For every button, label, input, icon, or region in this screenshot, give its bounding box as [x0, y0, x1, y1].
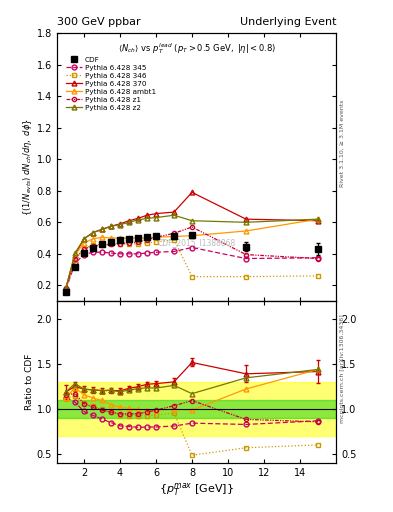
Bar [57, 382, 336, 436]
Y-axis label: $\{(1/N_{evts})\ dN_{ch}/d\eta,\ d\phi\}$: $\{(1/N_{evts})\ dN_{ch}/d\eta,\ d\phi\}… [21, 118, 34, 216]
Text: CDF_2015_I1388868: CDF_2015_I1388868 [157, 238, 236, 247]
Text: $\langle N_{ch}\rangle\ \mathrm{vs}\ p_T^{lead}\ (p_T > 0.5\ \mathrm{GeV},\ |\et: $\langle N_{ch}\rangle\ \mathrm{vs}\ p_T… [118, 41, 275, 56]
Text: Underlying Event: Underlying Event [239, 17, 336, 27]
Text: 300 GeV ppbar: 300 GeV ppbar [57, 17, 141, 27]
Text: Rivet 3.1.10, ≥ 3.1M events: Rivet 3.1.10, ≥ 3.1M events [340, 100, 345, 187]
Text: mcplots.cern.ch [arXiv:1306.3436]: mcplots.cern.ch [arXiv:1306.3436] [340, 314, 345, 423]
X-axis label: $\{p_T^{max}\ [\mathrm{GeV}]\}$: $\{p_T^{max}\ [\mathrm{GeV}]\}$ [159, 481, 234, 498]
Bar [57, 400, 336, 418]
Legend: CDF, Pythia 6.428 345, Pythia 6.428 346, Pythia 6.428 370, Pythia 6.428 ambt1, P: CDF, Pythia 6.428 345, Pythia 6.428 346,… [63, 53, 159, 114]
Y-axis label: Ratio to CDF: Ratio to CDF [25, 354, 34, 411]
